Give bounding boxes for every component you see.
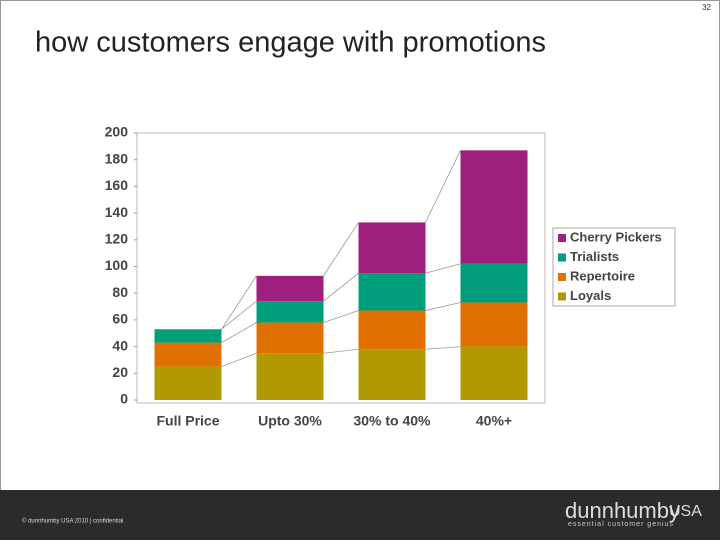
legend-label: Loyals [570, 288, 611, 303]
logo-tagline: essential customer genius [568, 521, 674, 528]
bar-segment [460, 302, 528, 347]
connector-line [425, 263, 461, 274]
connector-line [323, 272, 359, 302]
y-tick-label: 60 [112, 311, 128, 327]
legend-label: Trialists [570, 249, 619, 264]
bar-segment [460, 150, 528, 264]
y-tick-label: 120 [105, 231, 129, 247]
connector-line [425, 346, 461, 350]
bar-segment [154, 366, 222, 400]
connector-line [221, 300, 257, 330]
bar-segment [358, 273, 426, 311]
connector-line [221, 275, 257, 330]
bar-segment [154, 342, 222, 367]
connector-line [323, 222, 359, 277]
connector-line [425, 150, 461, 223]
y-tick-label: 40 [112, 337, 128, 353]
y-tick-label: 0 [120, 391, 128, 407]
bar-segment [256, 275, 324, 302]
legend-label: Repertoire [570, 268, 635, 283]
bar-segment [460, 263, 528, 303]
bar-segment [358, 310, 426, 350]
y-tick-label: 180 [105, 150, 129, 166]
legend-swatch [558, 253, 566, 262]
logo-suffix: USA [669, 503, 702, 520]
page-number: 32 [702, 3, 711, 12]
y-tick-label: 140 [105, 204, 129, 220]
bar-segment [358, 222, 426, 274]
bar-segment [256, 353, 324, 400]
y-tick-label: 20 [112, 364, 128, 380]
bar-segment [256, 301, 324, 323]
connector-line [323, 348, 359, 354]
connector-line [221, 352, 257, 367]
connector-line [425, 302, 461, 311]
footer-band [0, 490, 720, 540]
bar-segment [256, 322, 324, 354]
connector-line [221, 322, 257, 343]
logo-name: dunnhumby [565, 498, 680, 523]
bar-segment [154, 329, 222, 343]
legend-swatch [558, 234, 566, 242]
y-tick-label: 200 [105, 124, 129, 140]
legend-swatch [558, 292, 566, 301]
footer-text: © dunnhumby USA 2010 | confidential [22, 518, 123, 525]
legend-label: Cherry Pickers [570, 229, 662, 244]
bar-segment [460, 346, 528, 400]
legend-box [552, 227, 676, 307]
legend-swatch [558, 273, 566, 281]
x-tick-label: Upto 30% [258, 413, 322, 429]
connector-line [323, 310, 359, 323]
x-tick-label: Full Price [156, 413, 219, 429]
y-tick-label: 160 [105, 177, 129, 193]
y-tick-label: 80 [112, 284, 128, 300]
x-tick-label: 40%+ [476, 413, 512, 429]
x-tick-label: 30% to 40% [353, 413, 431, 429]
y-tick-label: 100 [105, 257, 129, 273]
slide-title: how customers engage with promotions [35, 27, 546, 59]
bar-segment [358, 349, 426, 400]
